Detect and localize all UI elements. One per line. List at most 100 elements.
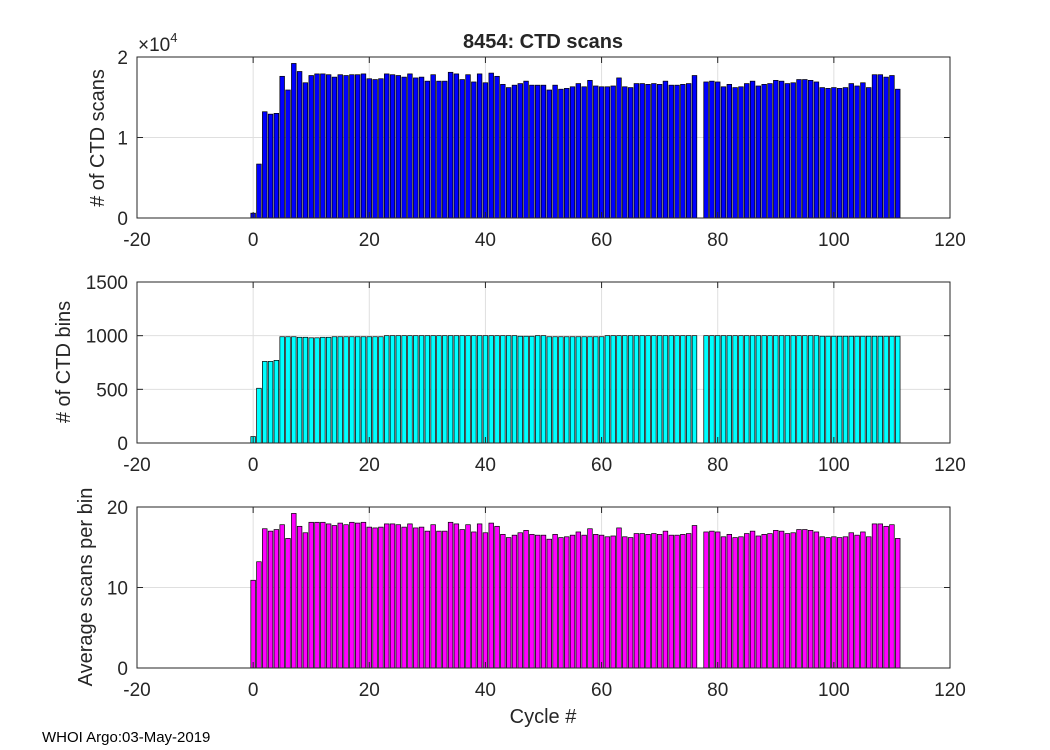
- ctd-scans-bar-96: [813, 81, 820, 219]
- ctd-bins-bar-19: [360, 336, 367, 444]
- ctd-bins-bar-45: [511, 335, 518, 444]
- avg-scans-bar-91: [784, 533, 791, 669]
- ctd-scans-bar-54: [564, 88, 570, 219]
- ctd-bins-x-tick-label-1: 0: [248, 455, 259, 476]
- ctd-bins-bar-17: [349, 336, 355, 444]
- avg-scans-bar-90: [778, 530, 785, 669]
- ctd-bins-bar-69: [651, 335, 657, 444]
- ctd-scans-bar-41: [488, 72, 494, 219]
- avg-scans-bar-62: [610, 535, 616, 669]
- ctd-scans-bar-76: [691, 75, 698, 219]
- ctd-bins-bar-38: [471, 335, 477, 444]
- ctd-bins-bar-105: [866, 335, 872, 444]
- ctd-scans-bar-36: [459, 79, 465, 219]
- ctd-bins-bar-103: [854, 335, 860, 444]
- avg-scans-bar-52: [552, 534, 558, 669]
- avg-scans-x-tick-label-4: 60: [591, 680, 612, 701]
- avg-scans-bar-60: [598, 534, 605, 669]
- ctd-bins-bar-108: [883, 335, 889, 444]
- ctd-bins-bar-82: [732, 335, 738, 444]
- ctd-scans-bar-79: [715, 81, 721, 219]
- ctd-scans-bar-82: [732, 87, 738, 219]
- ctd-scans-bar-39: [476, 73, 483, 219]
- avg-scans-bar-98: [825, 537, 831, 669]
- ctd-bins-bar-106: [871, 335, 878, 444]
- ctd-bins-axes-box: [136, 281, 951, 444]
- ctd-bins-bar-9: [302, 336, 309, 444]
- ctd-scans-y-tick-label-0: 0: [117, 209, 128, 230]
- ctd-scans-bar-92: [790, 82, 796, 219]
- avg-scans-bar-72: [668, 534, 674, 669]
- avg-scans-bar-3: [267, 530, 274, 669]
- ctd-bins-bar-97: [819, 335, 825, 444]
- ctd-bins-x-tick-label-7: 120: [934, 455, 966, 476]
- avg-scans-bar-11: [314, 521, 320, 669]
- ctd-bins-x-tick-label-4: 60: [591, 455, 612, 476]
- ctd-scans-x-tick-label-1: 0: [248, 230, 259, 251]
- avg-scans-bar-20: [366, 526, 372, 669]
- ctd-scans-bar-26: [401, 76, 407, 219]
- avg-scans-bar-66: [633, 533, 640, 669]
- ctd-bins-bar-13: [325, 336, 332, 444]
- avg-scans-bar-63: [616, 527, 622, 669]
- ctd-scans-bar-56: [575, 83, 582, 219]
- avg-scans-bar-81: [726, 534, 733, 669]
- avg-scans-bar-32: [436, 530, 442, 669]
- avg-scans-bar-45: [511, 534, 518, 669]
- ctd-scans-y-tick-label-2: 2: [117, 48, 128, 69]
- ctd-bins-bar-8: [296, 336, 303, 444]
- ctd-scans-bar-80: [720, 86, 727, 219]
- avg-scans-bar-57: [581, 534, 587, 669]
- ctd-bins-bar-86: [755, 335, 762, 444]
- ctd-bins-bar-73: [674, 335, 680, 444]
- ctd-bins-bar-71: [662, 335, 669, 444]
- ctd-scans-bar-68: [645, 84, 651, 219]
- ctd-scans-bar-28: [413, 77, 419, 219]
- ctd-bins-bar-81: [726, 335, 733, 444]
- avg-scans-bar-70: [656, 534, 663, 669]
- ctd-scans-bar-87: [761, 84, 767, 219]
- avg-scans-y-tick-label-1: 10: [107, 579, 128, 600]
- ctd-bins-y-axis-label: # of CTD bins: [53, 301, 75, 423]
- ctd-scans-bar-59: [593, 85, 599, 219]
- ctd-bins-bar-18: [354, 336, 361, 444]
- ctd-scans-bar-24: [389, 74, 396, 219]
- ctd-scans-bar-53: [558, 88, 564, 219]
- avg-scans-x-tick-label-5: 80: [707, 680, 728, 701]
- footer-label: WHOI Argo:03-May-2019: [42, 729, 210, 746]
- ctd-bins-y-tick-label-0: 0: [117, 434, 128, 455]
- ctd-bins-bar-83: [738, 335, 744, 444]
- avg-scans-bar-77: [703, 531, 709, 669]
- ctd-bins-bar-65: [627, 335, 634, 444]
- avg-scans-bar-76: [691, 525, 698, 669]
- ctd-scans-bar-85: [749, 80, 756, 219]
- ctd-scans-bar-77: [703, 81, 709, 219]
- ctd-bins-bar-59: [593, 336, 599, 444]
- ctd-scans-bar-1: [256, 163, 262, 219]
- avg-scans-y-tick-label-2: 20: [107, 498, 128, 519]
- avg-scans-bar-54: [564, 536, 570, 669]
- ctd-scans-bar-23: [384, 73, 390, 219]
- ctd-bins-bar-10: [308, 337, 314, 444]
- ctd-bins-bar-62: [610, 335, 616, 444]
- ctd-bins-bar-63: [616, 335, 622, 444]
- ctd-scans-bar-3: [267, 113, 274, 219]
- avg-scans-bar-89: [773, 529, 779, 669]
- ctd-bins-bar-85: [749, 335, 756, 444]
- ctd-bins-bar-79: [715, 335, 721, 444]
- ctd-bins-bar-77: [703, 335, 709, 444]
- ctd-scans-bar-104: [860, 82, 866, 219]
- ctd-scans-bar-97: [819, 87, 825, 219]
- ctd-bins-bar-50: [540, 335, 547, 444]
- ctd-scans-bar-21: [372, 79, 378, 219]
- avg-scans-x-tick-label-0: -20: [123, 680, 150, 701]
- avg-scans-y-tick-label-0: 0: [117, 659, 128, 680]
- avg-scans-bar-6: [285, 538, 291, 669]
- ctd-scans-y-tick-label-1: 1: [117, 129, 128, 150]
- avg-scans-bar-68: [645, 534, 651, 669]
- ctd-bins-bar-3: [267, 361, 274, 444]
- ctd-bins-bar-72: [668, 335, 674, 444]
- avg-scans-bar-48: [529, 534, 535, 669]
- avg-scans-bar-51: [546, 538, 552, 669]
- ctd-scans-bar-81: [726, 84, 733, 219]
